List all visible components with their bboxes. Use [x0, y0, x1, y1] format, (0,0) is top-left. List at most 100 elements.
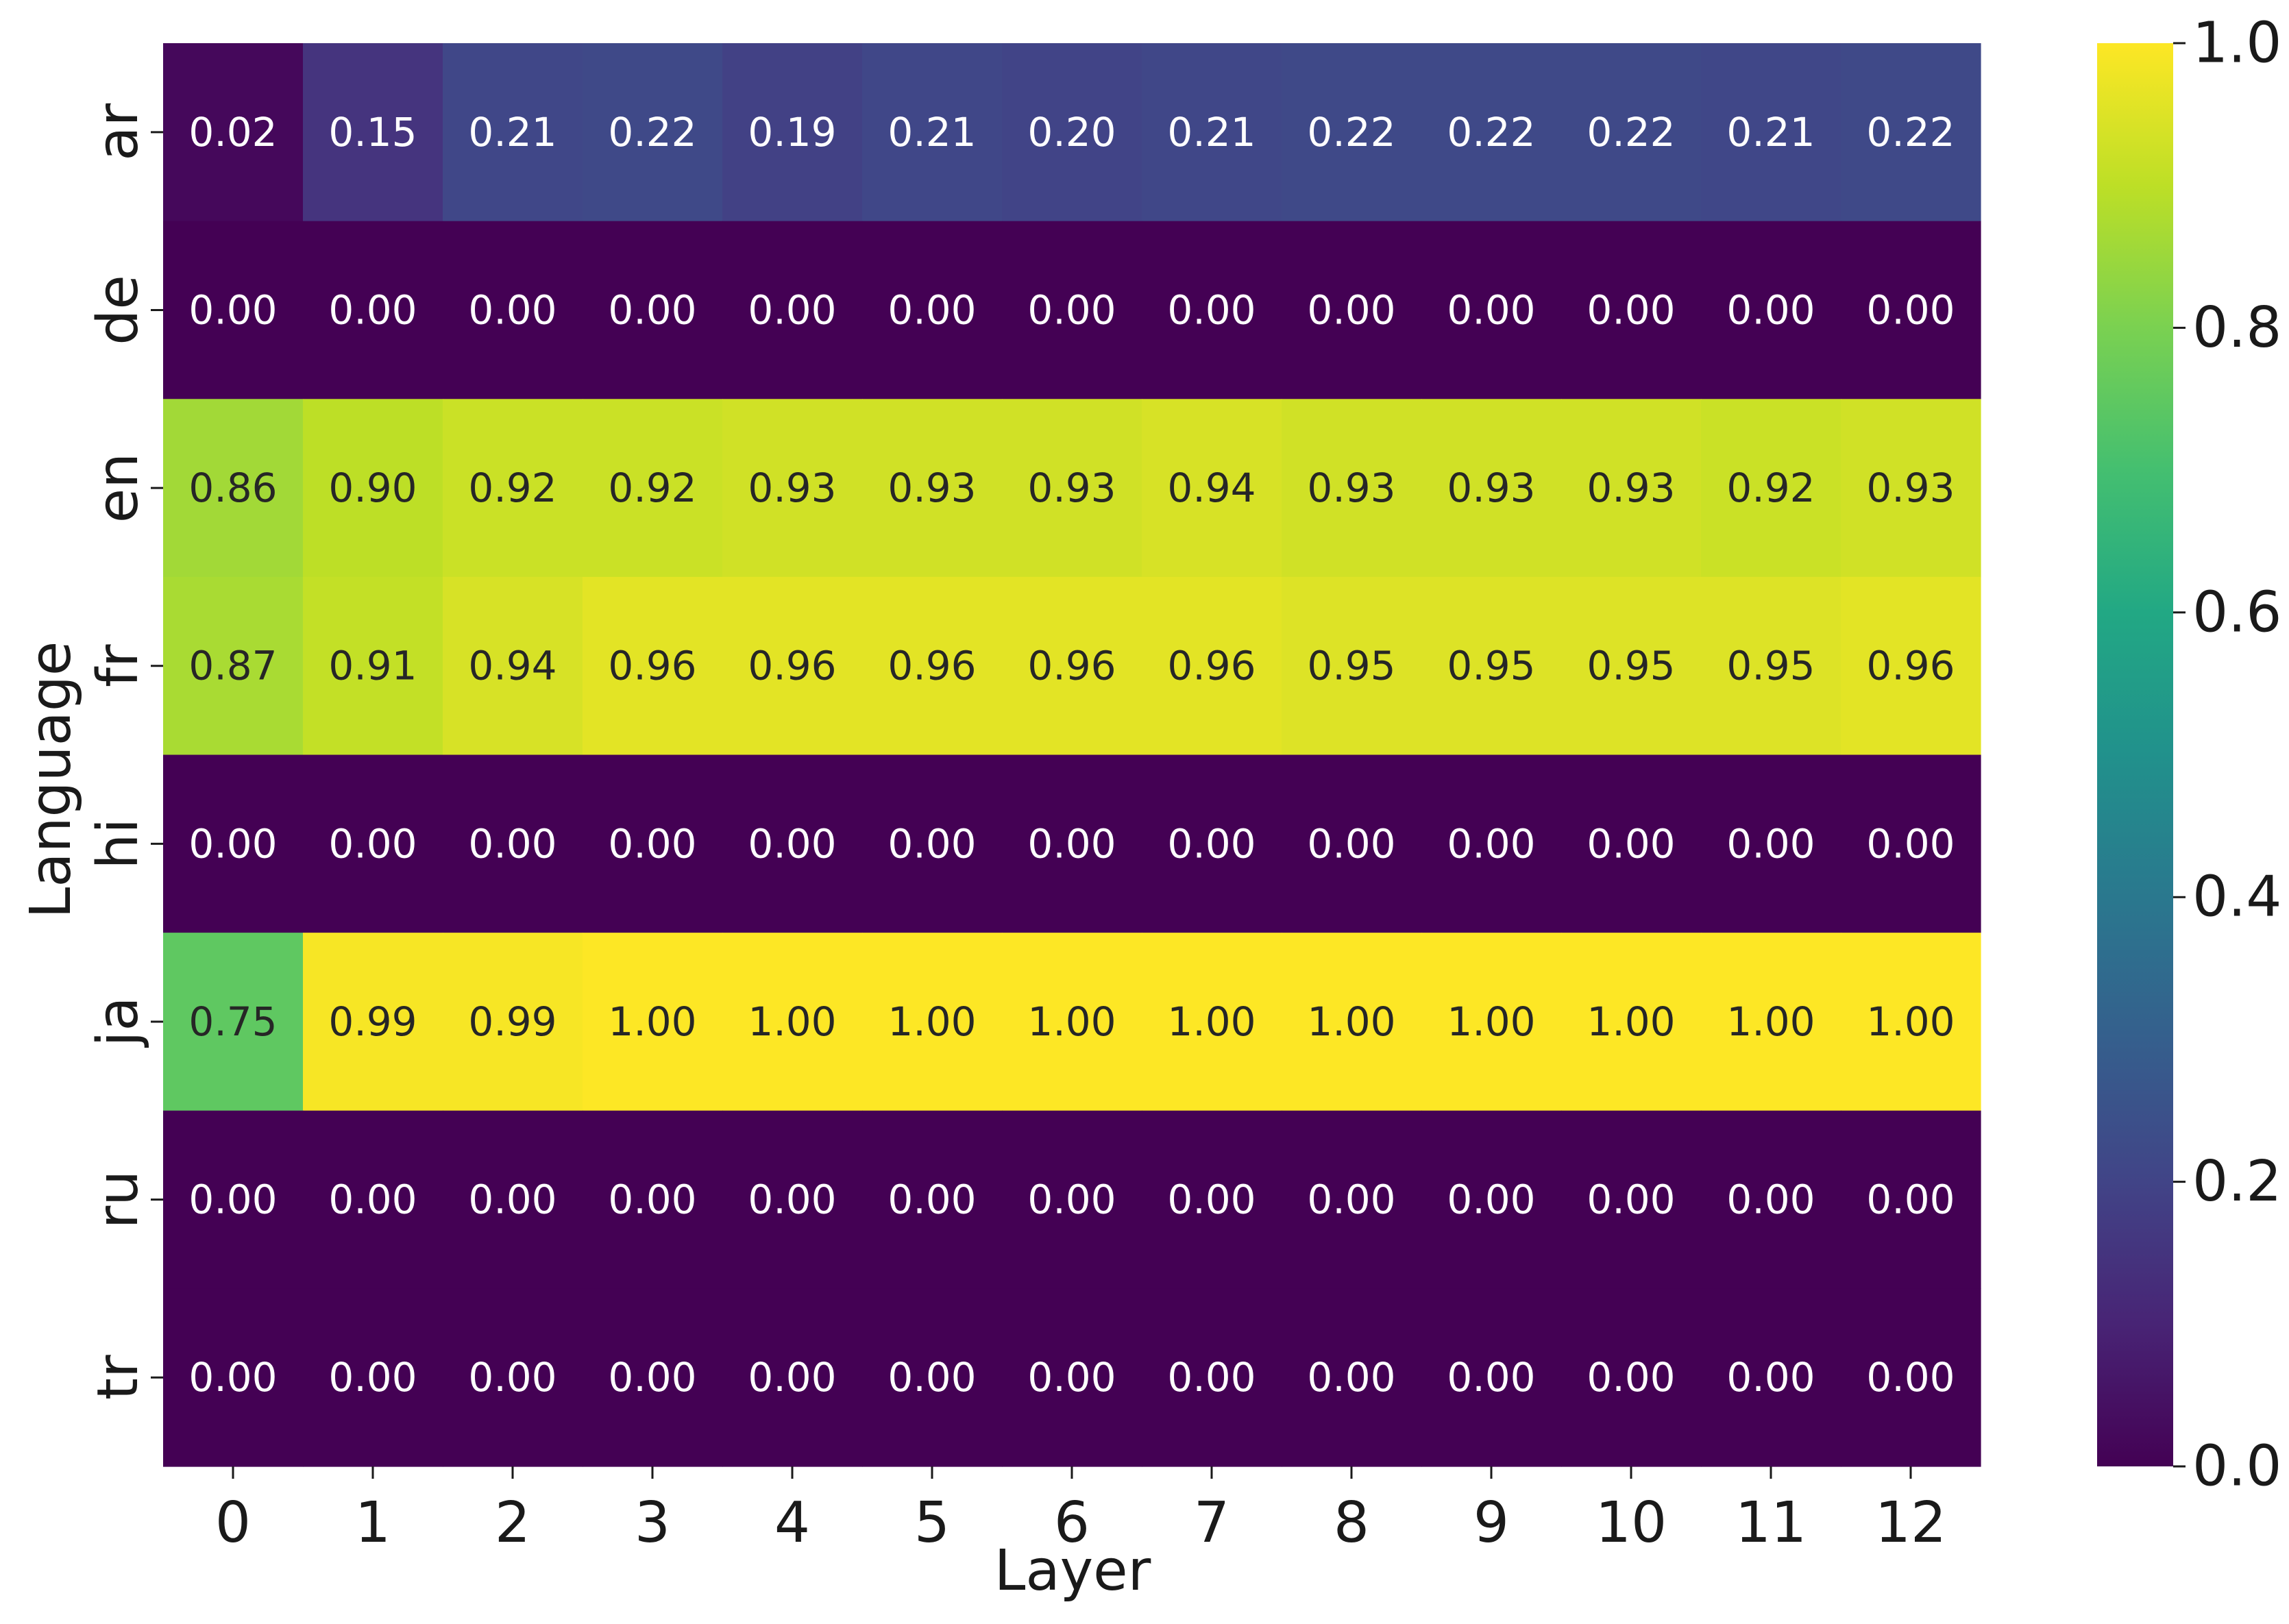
colorbar-ticks: 0.0 0.2 0.4 0.6 0.8 1.0 — [2173, 11, 2281, 1499]
heatmap-cell — [722, 221, 863, 399]
heatmap-cell — [862, 754, 1003, 933]
cell-value-label: 0.00 — [1027, 820, 1116, 867]
heatmap-cell — [443, 43, 583, 222]
cell-value-label: 0.00 — [188, 286, 277, 333]
cell-value-label: 0.00 — [748, 1354, 836, 1401]
heatmap-cell — [1561, 221, 1702, 399]
cell-value-label: 0.00 — [608, 1177, 696, 1223]
heatmap-cell — [583, 221, 723, 399]
heatmap-cell — [163, 576, 304, 756]
cell-value-label: 0.22 — [1587, 109, 1675, 156]
cell-value-label: 0.00 — [888, 286, 976, 333]
x-tick-label: 7 — [1194, 1490, 1229, 1555]
cell-value-label: 0.95 — [1587, 643, 1675, 689]
cell-value-label: 1.00 — [1587, 998, 1675, 1045]
cell-value-label: 0.15 — [328, 109, 417, 156]
cell-value-label: 0.00 — [1587, 820, 1675, 867]
heatmap-cell — [1841, 576, 1981, 756]
heatmap-cell — [722, 754, 863, 933]
heatmap-cell — [303, 399, 443, 578]
heatmap-cell — [1282, 43, 1422, 222]
x-tick-label: 3 — [635, 1490, 670, 1555]
cell-value-label: 0.87 — [188, 643, 277, 689]
cell-value-label: 0.00 — [1587, 1177, 1675, 1223]
heatmap-cell — [1002, 399, 1142, 578]
heatmap-cell — [1282, 399, 1422, 578]
heatmap-cells — [163, 43, 1981, 1467]
cell-value-label: 0.00 — [1027, 1354, 1116, 1401]
cell-value-label: 0.21 — [1726, 109, 1815, 156]
cell-value-label: 0.00 — [1726, 286, 1815, 333]
cell-value-label: 0.96 — [608, 643, 696, 689]
heatmap-cell — [163, 221, 304, 399]
heatmap-cell — [583, 754, 723, 933]
cell-value-label: 0.00 — [608, 1354, 696, 1401]
heatmap-cell — [1701, 221, 1841, 399]
colorbar-tick-label: 1.0 — [2192, 11, 2281, 76]
cell-value-label: 0.00 — [1726, 1354, 1815, 1401]
cell-value-label: 0.00 — [468, 286, 556, 333]
cell-value-label: 0.00 — [1167, 1354, 1256, 1401]
cell-value-label: 1.00 — [1866, 998, 1955, 1045]
cell-value-label: 1.00 — [608, 998, 696, 1045]
cell-value-label: 0.99 — [468, 998, 556, 1045]
heatmap-cell — [303, 1288, 443, 1467]
heatmap-cell — [1561, 754, 1702, 933]
heatmap-cell — [1002, 933, 1142, 1111]
heatmap-cell — [862, 933, 1003, 1111]
heatmap-cell — [583, 43, 723, 222]
heatmap-cell — [443, 399, 583, 578]
heatmap-cell — [1282, 221, 1422, 399]
heatmap-cell — [1841, 754, 1981, 933]
y-tick-label: ru — [86, 1170, 151, 1229]
cell-value-label: 0.00 — [748, 820, 836, 867]
x-tick-label: 2 — [495, 1490, 530, 1555]
y-tick-label: ja — [86, 996, 151, 1048]
cell-value-label: 0.20 — [1027, 109, 1116, 156]
cell-value-label: 0.00 — [748, 1177, 836, 1223]
cell-value-label: 0.93 — [1027, 465, 1116, 511]
heatmap-cell — [1142, 576, 1282, 756]
y-axis: ar de en fr hi ja ru tr — [86, 103, 163, 1400]
colorbar-tick-label: 0.0 — [2192, 1434, 2281, 1499]
cell-value-label: 0.96 — [888, 643, 976, 689]
x-tick-label: 10 — [1595, 1490, 1667, 1555]
heatmap-cell — [163, 43, 304, 222]
colorbar-tick-label: 0.4 — [2192, 865, 2281, 930]
colorbar-tick-label: 0.8 — [2192, 295, 2281, 360]
heatmap-cell — [303, 576, 443, 756]
heatmap-cell — [443, 754, 583, 933]
cell-value-label: 0.00 — [188, 820, 277, 867]
cell-value-label: 0.19 — [748, 109, 836, 156]
heatmap-cell — [443, 1288, 583, 1467]
cell-value-label: 0.00 — [1447, 1354, 1535, 1401]
cell-value-label: 0.00 — [188, 1177, 277, 1223]
heatmap-cell — [583, 933, 723, 1111]
y-tick-label: ar — [86, 103, 151, 161]
cell-value-label: 0.93 — [1866, 465, 1955, 511]
cell-value-label: 0.00 — [1866, 1354, 1955, 1401]
cell-value-label: 0.00 — [1167, 286, 1256, 333]
cell-value-label: 0.00 — [608, 286, 696, 333]
colorbar-tick-label: 0.6 — [2192, 580, 2281, 645]
cell-value-label: 0.21 — [888, 109, 976, 156]
cell-value-label: 0.94 — [1167, 465, 1256, 511]
cell-value-label: 0.95 — [1307, 643, 1395, 689]
x-tick-label: 4 — [774, 1490, 810, 1555]
cell-value-label: 0.00 — [328, 1354, 417, 1401]
cell-value-label: 1.00 — [1447, 998, 1535, 1045]
heatmap-cell — [1841, 221, 1981, 399]
heatmap-cell — [1142, 754, 1282, 933]
heatmap-cell — [1002, 576, 1142, 756]
cell-value-label: 0.92 — [608, 465, 696, 511]
cell-value-label: 0.00 — [328, 1177, 417, 1223]
heatmap-cell — [163, 1288, 304, 1467]
x-tick-label: 0 — [215, 1490, 251, 1555]
heatmap-cell — [1421, 576, 1562, 756]
heatmap-cell — [1701, 754, 1841, 933]
cell-value-label: 0.92 — [1726, 465, 1815, 511]
cell-value-label: 0.93 — [888, 465, 976, 511]
heatmap-cell — [443, 1110, 583, 1289]
cell-value-label: 0.94 — [468, 643, 556, 689]
cell-value-label: 0.00 — [1866, 820, 1955, 867]
